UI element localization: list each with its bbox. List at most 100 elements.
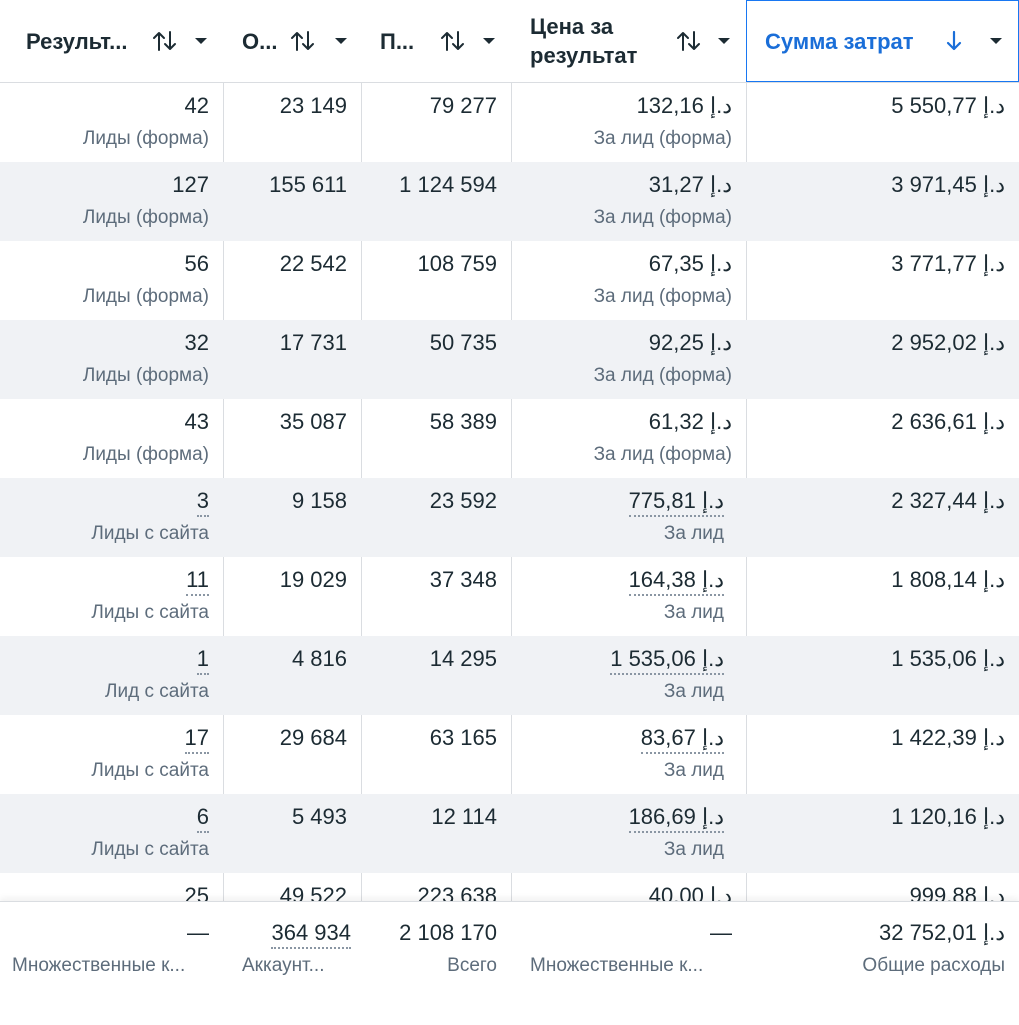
- cell-reach: 29 684: [224, 715, 361, 794]
- results-value[interactable]: 3: [196, 488, 209, 517]
- results-type: Лиды (форма): [82, 128, 209, 149]
- cost-value[interactable]: 83,67 د.إ: [640, 725, 724, 754]
- cell-reach: 9 158: [224, 478, 361, 557]
- impressions-value: 23 592: [429, 488, 497, 513]
- cell-amount-spent: 2 327,44 د.إ: [747, 478, 1019, 557]
- cell-cost-per-result: 132,16 د.إ За лид (форма): [512, 83, 746, 162]
- results-type: Лиды (форма): [82, 207, 209, 228]
- results-value[interactable]: 11: [186, 567, 209, 596]
- column-header-reach[interactable]: О...: [224, 0, 361, 82]
- cell-cost-per-result: 40,00 د.إ: [512, 873, 746, 901]
- cell-amount-spent: 5 550,77 د.إ: [747, 83, 1019, 162]
- cell-reach: 17 731: [224, 320, 361, 399]
- table-header: Результ... О... П...: [0, 0, 1019, 83]
- impressions-value: 63 165: [429, 725, 497, 750]
- results-type: Лиды с сайта: [91, 523, 209, 544]
- column-header-impressions[interactable]: П...: [362, 0, 511, 82]
- table-row[interactable]: 32 Лиды (форма) 17 731 50 735 92,25 د.إ …: [0, 320, 1019, 399]
- spend-value: 5 550,77 د.إ: [891, 93, 1005, 118]
- reach-value: 19 029: [279, 567, 347, 592]
- cell-results: 25: [0, 873, 223, 901]
- cell-cost-per-result: 775,81 د.إ За лид: [512, 478, 746, 557]
- column-header-results[interactable]: Результ...: [0, 0, 223, 82]
- table-row[interactable]: 17 Лиды с сайта 29 684 63 165 83,67 د.إ …: [0, 715, 1019, 794]
- cost-value: 92,25 د.إ: [648, 330, 732, 355]
- sort-arrows-icon[interactable]: [290, 29, 316, 53]
- results-type: Лиды с сайта: [91, 839, 209, 860]
- caret-down-icon[interactable]: [482, 36, 496, 46]
- cell-results: 11 Лиды с сайта: [0, 557, 223, 636]
- spend-value: 999,88 د.إ: [909, 883, 1005, 901]
- reach-value: 4 816: [291, 646, 347, 671]
- cost-value[interactable]: 164,38 د.إ: [628, 567, 724, 596]
- caret-down-icon[interactable]: [989, 36, 1003, 46]
- table-row[interactable]: 56 Лиды (форма) 22 542 108 759 67,35 د.إ…: [0, 241, 1019, 320]
- cell-amount-spent: 1 808,14 د.إ: [747, 557, 1019, 636]
- cost-type: За лид (форма): [593, 286, 732, 307]
- results-value: 42: [184, 93, 209, 118]
- cost-value: 61,32 د.إ: [648, 409, 732, 434]
- sort-descending-icon[interactable]: [943, 29, 965, 53]
- impressions-value: 12 114: [431, 804, 497, 829]
- column-header-amount-spent[interactable]: Сумма затрат: [746, 0, 1019, 82]
- cell-reach: 155 611: [224, 162, 361, 241]
- cell-results: 43 Лиды (форма): [0, 399, 223, 478]
- reach-value: 29 684: [279, 725, 347, 750]
- cost-type: За лид: [663, 602, 724, 623]
- table-body: 42 Лиды (форма) 23 149 79 277 132,16 د.إ…: [0, 83, 1019, 901]
- total-amount-spent: 32 752,01 د.إ Общие расходы: [747, 902, 1019, 1025]
- caret-down-icon[interactable]: [194, 36, 208, 46]
- cell-cost-per-result: 164,38 د.إ За лид: [512, 557, 746, 636]
- column-header-label: П...: [380, 28, 415, 54]
- cost-value[interactable]: 186,69 د.إ: [628, 804, 724, 833]
- table-row[interactable]: 43 Лиды (форма) 35 087 58 389 61,32 د.إ …: [0, 399, 1019, 478]
- column-header-cost-per-result[interactable]: Цена за результат: [512, 0, 746, 82]
- cell-reach: 19 029: [224, 557, 361, 636]
- cell-amount-spent: 999,88 د.إ: [747, 873, 1019, 901]
- total-reach: 364 934 Аккаунт...: [224, 902, 361, 1025]
- impressions-value: 1 124 594: [399, 172, 497, 197]
- cell-impressions: 50 735: [362, 320, 511, 399]
- reach-value: 49 522: [279, 883, 347, 901]
- results-value[interactable]: 6: [196, 804, 209, 833]
- cell-impressions: 108 759: [362, 241, 511, 320]
- cell-reach: 23 149: [224, 83, 361, 162]
- cost-value[interactable]: 775,81 د.إ: [628, 488, 724, 517]
- caret-down-icon[interactable]: [717, 36, 731, 46]
- spend-value: 2 952,02 د.إ: [891, 330, 1005, 355]
- cell-cost-per-result: 92,25 د.إ За лид (форма): [512, 320, 746, 399]
- cell-impressions: 223 638: [362, 873, 511, 901]
- reach-value: 23 149: [279, 93, 347, 118]
- cell-amount-spent: 3 971,45 د.إ: [747, 162, 1019, 241]
- table-row[interactable]: 25 49 522 223 638 40,00 د.إ 999,88 د.إ: [0, 873, 1019, 901]
- table-row[interactable]: 6 Лиды с сайта 5 493 12 114 186,69 د.إ З…: [0, 794, 1019, 873]
- table-row[interactable]: 42 Лиды (форма) 23 149 79 277 132,16 د.إ…: [0, 83, 1019, 162]
- table-row[interactable]: 11 Лиды с сайта 19 029 37 348 164,38 د.إ…: [0, 557, 1019, 636]
- cell-impressions: 23 592: [362, 478, 511, 557]
- cost-value[interactable]: 1 535,06 د.إ: [610, 646, 724, 675]
- sort-arrows-icon[interactable]: [152, 29, 178, 53]
- total-cost-label: Множественные к...: [530, 955, 704, 976]
- results-type: Лиды (форма): [82, 444, 209, 465]
- impressions-value: 58 389: [429, 409, 497, 434]
- results-value[interactable]: 17: [184, 725, 209, 754]
- cell-reach: 49 522: [224, 873, 361, 901]
- total-results-value: —: [187, 920, 209, 945]
- sort-arrows-icon[interactable]: [676, 29, 702, 53]
- total-reach-label: Аккаунт...: [242, 955, 325, 976]
- column-header-label-line1: Цена за: [530, 14, 614, 39]
- cell-cost-per-result: 31,27 د.إ За лид (форма): [512, 162, 746, 241]
- cell-amount-spent: 1 120,16 د.إ: [747, 794, 1019, 873]
- impressions-value: 223 638: [417, 883, 497, 901]
- column-header-label: О...: [242, 28, 278, 54]
- results-value[interactable]: 1: [196, 646, 209, 675]
- total-reach-value[interactable]: 364 934: [271, 920, 351, 949]
- sort-arrows-icon[interactable]: [440, 29, 466, 53]
- cell-reach: 5 493: [224, 794, 361, 873]
- table-row[interactable]: 127 Лиды (форма) 155 611 1 124 594 31,27…: [0, 162, 1019, 241]
- cell-reach: 4 816: [224, 636, 361, 715]
- cell-impressions: 63 165: [362, 715, 511, 794]
- caret-down-icon[interactable]: [334, 36, 348, 46]
- table-row[interactable]: 1 Лид с сайта 4 816 14 295 1 535,06 د.إ …: [0, 636, 1019, 715]
- table-row[interactable]: 3 Лиды с сайта 9 158 23 592 775,81 د.إ З…: [0, 478, 1019, 557]
